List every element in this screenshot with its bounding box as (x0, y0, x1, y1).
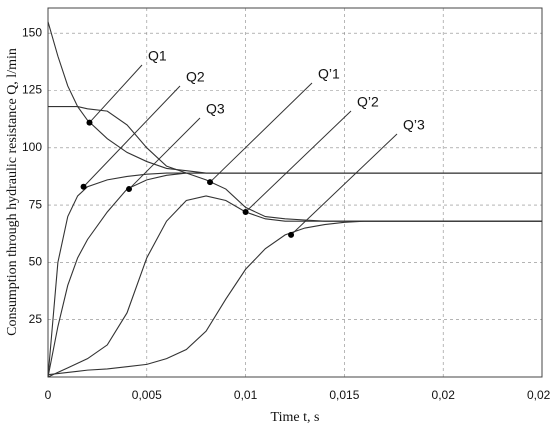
series-line (48, 106, 542, 222)
leader-line (89, 64, 143, 123)
series-label: Q3 (206, 101, 225, 117)
plot-frame (47, 7, 543, 378)
y-tick-label: 150 (22, 25, 42, 39)
x-tick-label: 0,005 (132, 388, 162, 402)
marker-point (80, 183, 87, 190)
y-tick-label: 50 (29, 255, 43, 269)
series-line (47, 195, 542, 378)
series-label: Q1 (148, 48, 167, 64)
marker-point (242, 208, 249, 215)
x-axis-label: Time t, s (271, 410, 320, 425)
y-axis-label: Consumption through hydraulic resistance… (5, 48, 20, 336)
x-tick-label: 0,01 (234, 388, 258, 402)
leader-line (245, 110, 352, 213)
leader-line (83, 85, 181, 188)
marker-point (86, 119, 93, 126)
leader-line (290, 133, 398, 236)
series-label: Q’1 (318, 66, 340, 82)
leader-line (209, 82, 313, 183)
x-tick-label: 0,015 (329, 388, 359, 402)
y-tick-label: 75 (29, 197, 43, 211)
marker-point (207, 179, 214, 186)
leader-line (128, 117, 201, 190)
marker-point (126, 186, 133, 193)
y-tick-label: 100 (22, 140, 42, 154)
x-tick-label: 0,025 (527, 388, 550, 402)
series-line (47, 172, 542, 378)
y-tick-label: 125 (22, 83, 42, 97)
x-tick-label: 0,02 (432, 388, 456, 402)
y-tick-label: 25 (29, 312, 43, 326)
series-line (47, 220, 542, 376)
series-line (47, 172, 542, 378)
x-tick-label: 0 (45, 388, 52, 402)
series-label: Q’2 (357, 94, 379, 110)
series-line (47, 21, 542, 174)
marker-point (288, 231, 295, 238)
series-label: Q2 (186, 69, 205, 85)
series-label: Q’3 (403, 117, 425, 133)
